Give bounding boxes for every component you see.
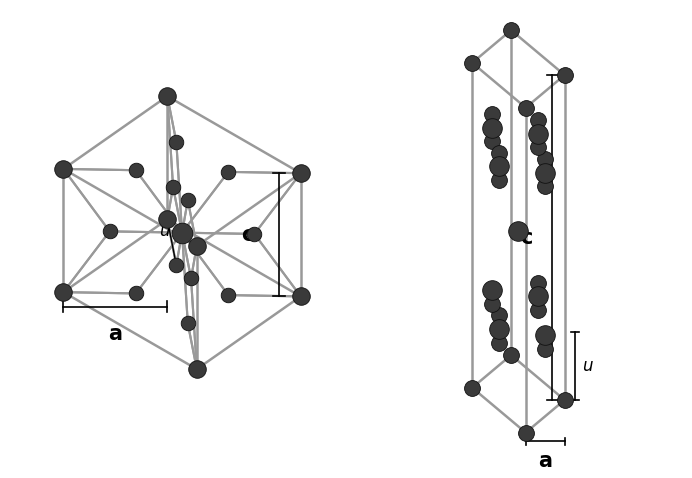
Point [171,261,182,269]
Point [295,293,307,300]
Point [532,116,543,124]
Point [532,144,543,152]
Point [493,312,504,319]
Text: a: a [109,324,122,344]
Point [185,274,197,282]
Text: u: u [159,222,170,240]
Point [466,384,477,391]
Point [162,92,173,100]
Point [191,365,202,373]
Point [513,228,524,235]
Text: c: c [520,228,533,248]
Point [532,279,543,286]
Point [532,130,543,138]
Point [493,163,504,170]
Point [486,138,498,145]
Point [486,124,498,131]
Point [191,242,202,250]
Point [540,169,551,176]
Point [223,291,234,299]
Point [182,196,193,204]
Point [540,183,551,190]
Point [176,229,188,237]
Text: u: u [582,357,593,375]
Point [540,155,551,163]
Point [486,286,498,294]
Point [130,290,141,297]
Point [171,138,182,146]
Point [506,26,517,34]
Point [295,169,307,177]
Text: c: c [241,225,253,245]
Point [167,183,179,191]
Point [466,59,477,66]
Point [162,216,173,223]
Point [493,339,504,347]
Point [559,71,570,79]
Point [493,176,504,184]
Point [58,165,69,173]
Point [486,110,498,118]
Point [532,293,543,300]
Point [130,166,141,174]
Point [540,345,551,352]
Point [104,228,116,235]
Point [493,325,504,333]
Point [540,331,551,339]
Point [486,300,498,308]
Point [559,396,570,404]
Point [493,149,504,157]
Text: a: a [538,451,552,470]
Point [520,104,531,111]
Point [223,168,234,176]
Point [58,288,69,296]
Point [506,351,517,359]
Point [532,306,543,314]
Point [249,230,260,238]
Point [182,320,193,327]
Point [520,429,531,436]
